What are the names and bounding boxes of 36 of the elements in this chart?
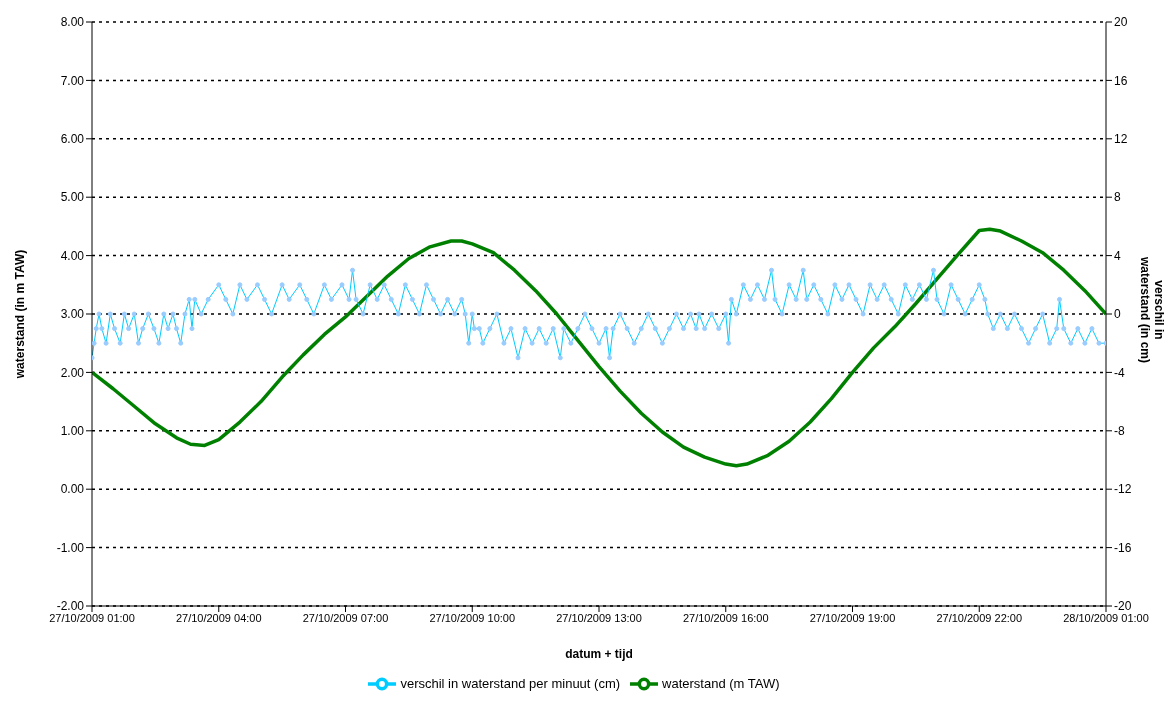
x-tick-label: 27/10/2009 13:00 <box>556 611 642 624</box>
y-axis-title: waterstand (in m TAW) <box>13 249 28 380</box>
x-tick-label: 27/10/2009 10:00 <box>429 611 516 624</box>
y2-tick-label: -4 <box>1114 365 1125 380</box>
y2-tick-label: 0 <box>1114 307 1121 322</box>
legend-label: waterstand (m TAW) <box>662 676 780 692</box>
y-tick-label: -1.00 <box>56 540 85 555</box>
x-axis-title: datum + tijd <box>565 647 633 661</box>
x-tick-label: 27/10/2009 01:00 <box>49 611 135 624</box>
y2-tick-label: 16 <box>1114 73 1128 88</box>
y-tick-label: 1.00 <box>60 424 85 439</box>
x-tick-label: 27/10/2009 22:00 <box>936 611 1023 624</box>
x-tick-label: 27/10/2009 04:00 <box>175 611 262 624</box>
x-tick-label: 27/10/2009 19:00 <box>809 611 896 624</box>
y-tick-label: 6.00 <box>60 132 85 147</box>
y-tick-label: 8.00 <box>60 15 85 30</box>
y-tick-label: 2.00 <box>60 365 85 380</box>
legend-label: verschil in waterstand per minuut (cm) <box>400 676 621 692</box>
y2-tick-label: -20 <box>1114 599 1132 614</box>
y2-tick-label: -8 <box>1114 424 1125 439</box>
y-tick-label: 0.00 <box>60 482 85 497</box>
x-tick-label: 27/10/2009 16:00 <box>682 611 769 624</box>
y-tick-label: -2.00 <box>56 599 85 614</box>
y2-tick-label: 8 <box>1114 190 1121 205</box>
y-tick-label: 3.00 <box>60 307 85 322</box>
y2-tick-label: -12 <box>1114 482 1132 497</box>
y2-tick-label: 4 <box>1114 248 1121 263</box>
y2-tick-label: -16 <box>1114 540 1132 555</box>
y2-tick-label: 20 <box>1114 15 1128 30</box>
y2-axis-title: verschil in waterstand (in cm) <box>1138 255 1166 364</box>
y2-tick-label: 12 <box>1114 132 1128 147</box>
x-tick-label: 28/10/2009 01:00 <box>1063 611 1149 624</box>
y-tick-label: 5.00 <box>60 190 85 205</box>
x-tick-label: 27/10/2009 07:00 <box>302 611 389 624</box>
y-tick-label: 4.00 <box>60 248 85 263</box>
y-tick-label: 7.00 <box>60 73 85 88</box>
